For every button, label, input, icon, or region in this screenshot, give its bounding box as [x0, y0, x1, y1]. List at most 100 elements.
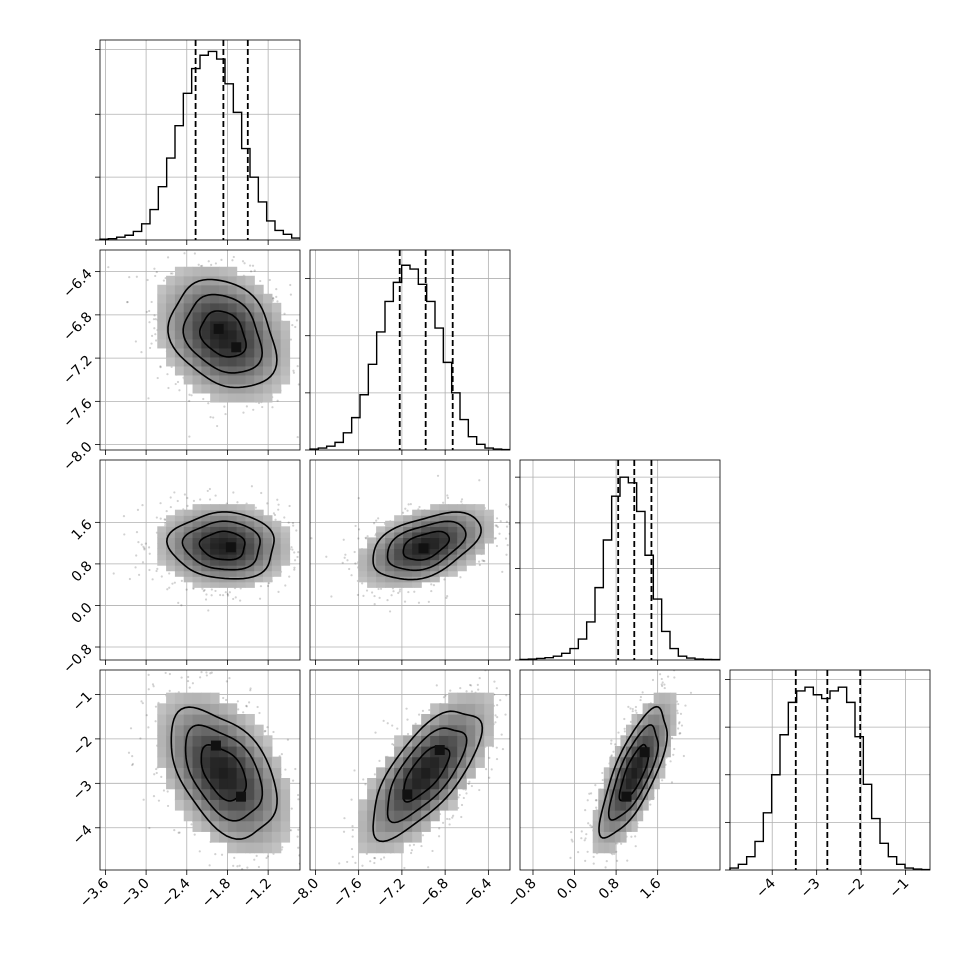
density-cell [448, 515, 458, 522]
scatter-point [249, 687, 252, 690]
density-cell [157, 559, 167, 566]
scatter-point [224, 412, 227, 416]
scatter-point [187, 675, 190, 679]
density-cell [218, 509, 229, 516]
density-cell [457, 542, 467, 550]
scatter-point [188, 393, 191, 396]
scatter-point [276, 498, 279, 501]
density-cell [475, 504, 485, 511]
density-cell [201, 714, 211, 726]
scatter-point [232, 255, 235, 259]
density-cell [192, 338, 202, 349]
panel-frame [729, 669, 931, 871]
density-cell [174, 788, 185, 800]
density-cell [263, 820, 273, 832]
density-cell [201, 531, 211, 539]
density-cell [484, 526, 494, 533]
scatter-point [212, 416, 215, 419]
density-cell [174, 275, 185, 286]
scatter-point [152, 685, 155, 688]
density-cell [192, 509, 202, 516]
density-cell [183, 570, 194, 577]
density-cell [254, 810, 264, 822]
density-cell [236, 542, 247, 550]
density-cell [385, 526, 395, 533]
density-cell [466, 520, 476, 527]
density-cell [227, 266, 238, 277]
scatter-point [214, 262, 217, 265]
scatter-point [243, 262, 246, 265]
scatter-point [225, 502, 228, 505]
density-cell [376, 559, 386, 566]
density-cell [183, 520, 194, 527]
scatter-point [190, 823, 193, 826]
scatter-point [499, 520, 502, 523]
density-cell [457, 548, 467, 555]
scatter-point [245, 705, 248, 708]
density-cell [174, 559, 185, 566]
histogram-2 [519, 476, 720, 661]
scatter-point [129, 727, 133, 730]
scatter-point [458, 793, 461, 797]
pair-panel-1-0 [95, 249, 301, 455]
density-cell [271, 820, 282, 832]
panel-frame [99, 249, 301, 451]
density-cell [218, 831, 229, 843]
density-cell [254, 329, 264, 340]
scatter-point [267, 582, 271, 585]
density-cell [385, 520, 395, 527]
density-cell [263, 526, 273, 533]
scatter-point [495, 757, 499, 761]
density-cell [466, 509, 476, 516]
scatter-point [283, 312, 286, 315]
scatter-point [162, 279, 166, 282]
scatter-point [409, 503, 412, 506]
scatter-point [448, 823, 451, 826]
density-cell [227, 515, 238, 522]
scatter-point [126, 300, 129, 304]
density-cell [218, 338, 229, 349]
scatter-point [496, 525, 499, 529]
density-cell [227, 714, 238, 726]
density-cell [218, 266, 229, 277]
density-cell [254, 735, 264, 747]
scatter-point [397, 591, 400, 595]
density-cell [174, 302, 185, 313]
density-cell [271, 565, 282, 572]
scatter-point [148, 552, 151, 555]
scatter-point [147, 673, 150, 676]
scatter-point [183, 252, 186, 255]
density-cell [174, 266, 185, 277]
density-cell [376, 576, 386, 583]
density-cell [227, 284, 238, 295]
density-cell [280, 537, 291, 544]
scatter-point [199, 265, 203, 268]
density-cell [280, 365, 291, 376]
density-cell [421, 570, 431, 577]
scatter-point [452, 814, 455, 817]
density-cell [430, 565, 440, 572]
scatter-point [250, 485, 253, 488]
density-cell [201, 526, 211, 533]
scatter-point [356, 593, 359, 597]
scatter-point [135, 275, 138, 278]
density-cell [218, 520, 229, 527]
scatter-point [197, 263, 200, 266]
density-cell [263, 565, 273, 572]
scatter-point [252, 408, 255, 411]
density-cell [183, 526, 194, 533]
density-cell [210, 302, 220, 313]
density-cell [421, 526, 431, 533]
contour-level-0 [170, 706, 278, 840]
panel-frame [99, 669, 301, 871]
density-cell [254, 548, 264, 555]
density-cell [227, 504, 238, 511]
scatter-point [301, 866, 303, 868]
density-cell [201, 735, 211, 747]
scatter-point [276, 300, 279, 303]
scatter-point [152, 318, 155, 321]
scatter-point [321, 803, 323, 805]
scatter-point [165, 510, 168, 513]
density-cell [236, 559, 247, 566]
density-cell [280, 559, 291, 566]
